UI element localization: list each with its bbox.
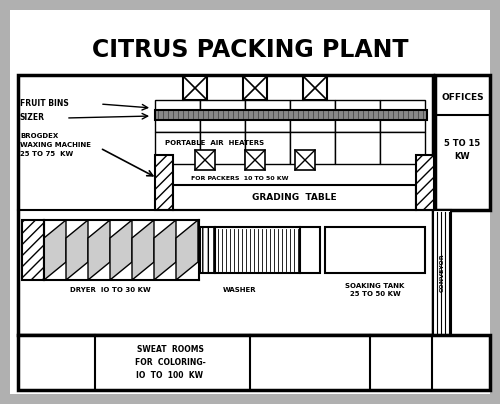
Text: SOAKING TANK
25 TO 50 KW: SOAKING TANK 25 TO 50 KW [346, 283, 405, 297]
Bar [245, 150, 265, 170]
Bar [155, 100, 200, 132]
Bar [18, 335, 490, 390]
Text: SIZER: SIZER [20, 114, 45, 122]
Polygon shape [132, 220, 154, 280]
Bar [303, 76, 327, 100]
Bar [245, 100, 290, 132]
Text: GRADING  TABLE: GRADING TABLE [252, 193, 337, 202]
Text: FOR PACKERS  10 TO 50 KW: FOR PACKERS 10 TO 50 KW [191, 175, 289, 181]
Text: 5 TO 15
KW: 5 TO 15 KW [444, 139, 480, 161]
Bar [22, 220, 44, 280]
Polygon shape [110, 220, 132, 280]
Bar [380, 132, 425, 164]
Bar [173, 185, 416, 210]
Bar [435, 75, 490, 210]
Bar [200, 227, 215, 273]
Bar [300, 227, 320, 273]
Bar [416, 155, 434, 210]
Bar [433, 210, 451, 335]
Polygon shape [154, 220, 176, 280]
Polygon shape [44, 220, 66, 280]
Text: CITRUS PACKING PLANT: CITRUS PACKING PLANT [92, 38, 408, 62]
Text: OFFICES: OFFICES [441, 93, 484, 101]
Bar [155, 155, 173, 210]
Bar [183, 76, 207, 100]
Text: WASHER: WASHER [223, 287, 257, 293]
Bar [295, 150, 315, 170]
Bar [290, 132, 335, 164]
Polygon shape [66, 220, 88, 280]
Bar [195, 150, 215, 170]
Polygon shape [176, 220, 198, 280]
Bar [215, 227, 300, 273]
Bar [245, 132, 290, 164]
Text: CONVEYOR: CONVEYOR [440, 253, 444, 292]
Text: BROGDEX
WAXING MACHINE
25 TO 75  KW: BROGDEX WAXING MACHINE 25 TO 75 KW [20, 133, 91, 156]
Bar [18, 75, 433, 335]
Text: DRYER  IO TO 30 KW: DRYER IO TO 30 KW [70, 287, 150, 293]
Bar [380, 100, 425, 132]
Bar [155, 110, 427, 120]
Text: PORTABLE  AIR  HEATERS: PORTABLE AIR HEATERS [166, 140, 264, 146]
Bar [335, 132, 380, 164]
Text: SWEAT  ROOMS
FOR  COLORING-
IO  TO  100  KW: SWEAT ROOMS FOR COLORING- IO TO 100 KW [134, 345, 206, 379]
Bar [290, 100, 335, 132]
Bar [200, 100, 245, 132]
Polygon shape [88, 220, 110, 280]
Bar [200, 132, 245, 164]
Bar [325, 227, 425, 273]
Bar [155, 132, 200, 164]
Bar [335, 100, 380, 132]
Text: FRUIT BINS: FRUIT BINS [20, 99, 69, 109]
Bar [243, 76, 267, 100]
